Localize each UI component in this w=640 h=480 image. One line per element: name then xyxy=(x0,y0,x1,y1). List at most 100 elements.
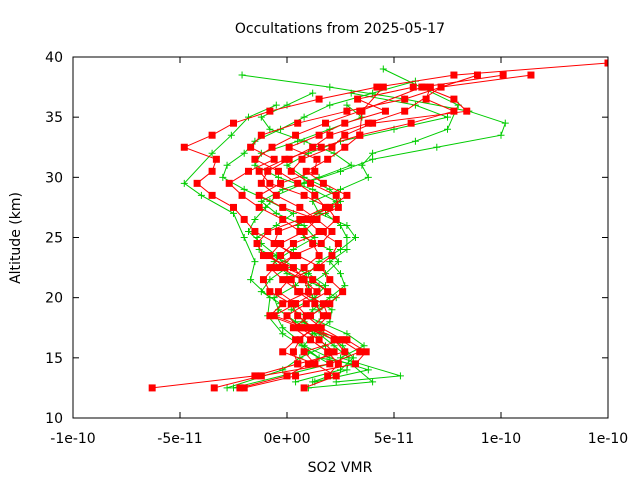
red-series-6 xyxy=(255,83,417,368)
data-point-square xyxy=(277,240,285,248)
data-point-square xyxy=(311,191,319,199)
data-point-square xyxy=(341,131,349,139)
data-point-square xyxy=(238,191,246,199)
data-point-square xyxy=(296,203,304,211)
red-line xyxy=(152,62,608,389)
data-point-square xyxy=(358,107,366,115)
data-point-square xyxy=(381,107,389,115)
data-point-square xyxy=(341,348,349,356)
data-point-square xyxy=(292,336,300,344)
data-point-square xyxy=(319,312,327,320)
data-point-square xyxy=(296,288,304,296)
data-point-square xyxy=(317,143,325,151)
data-point-square xyxy=(420,83,428,91)
data-point-plus xyxy=(251,161,259,169)
data-point-plus xyxy=(300,221,308,229)
data-point-square xyxy=(255,167,263,175)
data-point-plus xyxy=(257,197,265,205)
data-point-square xyxy=(313,264,321,272)
data-point-square xyxy=(212,155,220,163)
data-point-plus xyxy=(279,185,287,193)
data-point-square xyxy=(317,264,325,272)
data-point-square xyxy=(309,276,317,284)
data-point-plus xyxy=(411,137,419,145)
green-line xyxy=(183,104,374,389)
data-point-square xyxy=(277,264,285,272)
data-point-square xyxy=(343,107,351,115)
data-point-plus xyxy=(343,221,351,229)
data-point-square xyxy=(322,119,330,127)
data-point-square xyxy=(302,324,310,332)
data-point-plus xyxy=(444,125,451,133)
data-point-square xyxy=(300,191,308,199)
data-point-square xyxy=(373,83,381,91)
data-point-square xyxy=(302,312,310,320)
data-point-square xyxy=(307,215,315,223)
x-tick-label: 1e-10 xyxy=(481,431,521,447)
data-point-square xyxy=(294,252,302,260)
data-point-square xyxy=(289,264,297,272)
data-point-square xyxy=(277,179,285,187)
data-point-square xyxy=(274,227,282,235)
data-point-plus xyxy=(339,342,347,350)
data-point-square xyxy=(341,143,349,151)
data-point-square xyxy=(311,300,319,308)
x-tick-label: 5e-11 xyxy=(374,431,414,447)
chart-title: Occultations from 2025-05-17 xyxy=(235,21,445,37)
data-point-square xyxy=(251,227,259,235)
data-point-square xyxy=(264,227,272,235)
data-point-square xyxy=(324,372,332,380)
data-point-square xyxy=(401,107,409,115)
data-point-plus xyxy=(266,276,274,284)
data-point-square xyxy=(362,348,370,356)
data-point-square xyxy=(296,324,304,332)
data-point-square xyxy=(304,288,312,296)
x-tick-label: -5e-11 xyxy=(157,431,202,447)
red-line xyxy=(258,86,384,365)
data-point-square xyxy=(332,215,340,223)
data-point-square xyxy=(285,276,293,284)
data-point-square xyxy=(304,360,312,368)
data-point-square xyxy=(289,348,297,356)
data-point-plus xyxy=(230,209,237,217)
data-point-plus xyxy=(244,227,252,235)
data-point-square xyxy=(339,336,347,344)
data-point-square xyxy=(339,288,347,296)
data-point-square xyxy=(317,240,325,248)
data-point-square xyxy=(274,288,282,296)
data-point-square xyxy=(289,324,297,332)
data-point-plus xyxy=(332,378,340,386)
data-point-square xyxy=(208,131,216,139)
data-point-plus xyxy=(337,270,344,278)
data-point-plus xyxy=(364,173,372,181)
data-point-square xyxy=(302,167,310,175)
data-point-plus xyxy=(197,191,205,199)
data-point-plus xyxy=(257,113,265,121)
data-point-plus xyxy=(322,282,330,290)
data-point-plus xyxy=(251,137,259,145)
data-point-plus xyxy=(247,276,255,284)
data-point-square xyxy=(307,336,315,344)
data-point-square xyxy=(407,119,415,127)
red-line xyxy=(258,86,414,365)
data-point-square xyxy=(292,300,300,308)
data-point-plus xyxy=(315,282,323,290)
data-point-square xyxy=(266,264,274,272)
data-point-plus xyxy=(326,101,334,109)
data-point-plus xyxy=(309,185,317,193)
data-point-plus xyxy=(251,215,259,223)
data-point-plus xyxy=(497,131,505,139)
data-point-square xyxy=(315,227,323,235)
data-point-plus xyxy=(396,372,404,380)
data-point-square xyxy=(279,300,287,308)
data-point-square xyxy=(270,264,278,272)
data-point-plus xyxy=(347,161,355,169)
data-point-square xyxy=(279,203,287,211)
data-point-square xyxy=(369,119,377,127)
y-tick-label: 40 xyxy=(45,50,63,66)
data-point-square xyxy=(356,131,364,139)
data-point-square xyxy=(287,167,295,175)
data-point-square xyxy=(319,227,327,235)
data-point-square xyxy=(330,348,338,356)
data-point-plus xyxy=(360,342,368,350)
